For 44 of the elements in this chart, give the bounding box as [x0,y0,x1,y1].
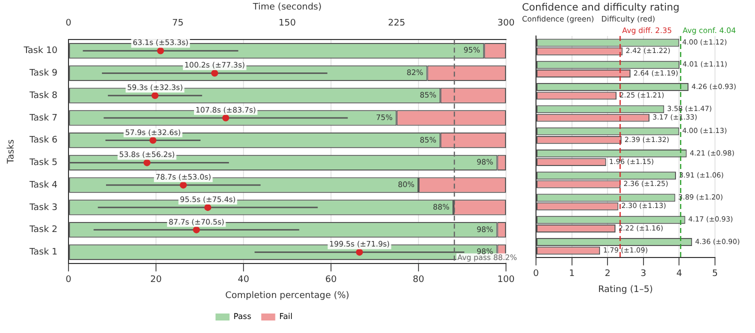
point [204,204,212,211]
legend-label: Fail [279,312,292,322]
point [149,136,156,144]
x2-tick-label: 300 [497,18,515,29]
x-tick-label: 60 [325,275,338,286]
y-tick-label: Task 2 [28,225,58,236]
x-tick-label: 1 [568,269,575,280]
y-tick-label: Task 7 [28,113,58,124]
y-tick-label: Task 10 [22,46,58,56]
x2-tick-label: 0 [66,18,72,29]
x-tick-label: 2 [604,269,610,280]
point [356,248,363,256]
x2-tick-label: 150 [278,18,296,29]
x-tick-label: 0 [66,275,72,286]
y-tick-label: Task 3 [28,202,58,213]
x-axis-title: Completion percentage (%) [225,290,350,301]
point [211,70,218,77]
x-axis-title: Rating (1–5) [598,284,653,295]
point [143,159,150,166]
x2-tick-label: 75 [172,18,184,29]
y-tick-label: Task 5 [28,158,58,168]
y-axis-title: Tasks [6,139,17,165]
chart-title: Confidence and difficulty rating [522,2,680,14]
x-tick-label: 100 [497,275,515,286]
point [180,182,187,189]
x-tick-label: 20 [150,275,162,286]
x-tick-label: 3 [640,269,646,280]
point [192,226,200,234]
x-tick-label: 80 [412,275,425,286]
x-tick-label: 4 [676,269,682,280]
x-tick-label: 5 [712,269,718,280]
point [157,47,164,54]
x2-tick-label: 225 [388,18,406,29]
x-tick-label: 0 [533,269,540,280]
y-tick-label: Task 6 [28,136,58,146]
point [152,92,159,100]
x2-axis-title: Time (seconds) [252,2,322,13]
point [222,114,230,122]
y-tick-label: Task 9 [28,68,58,79]
y-tick-label: Task 4 [28,180,58,190]
x-tick-label: 40 [238,275,250,286]
y-tick-label: Task 1 [28,248,58,258]
y-tick-label: Task 8 [28,90,58,101]
legend-label: Pass [234,312,252,322]
